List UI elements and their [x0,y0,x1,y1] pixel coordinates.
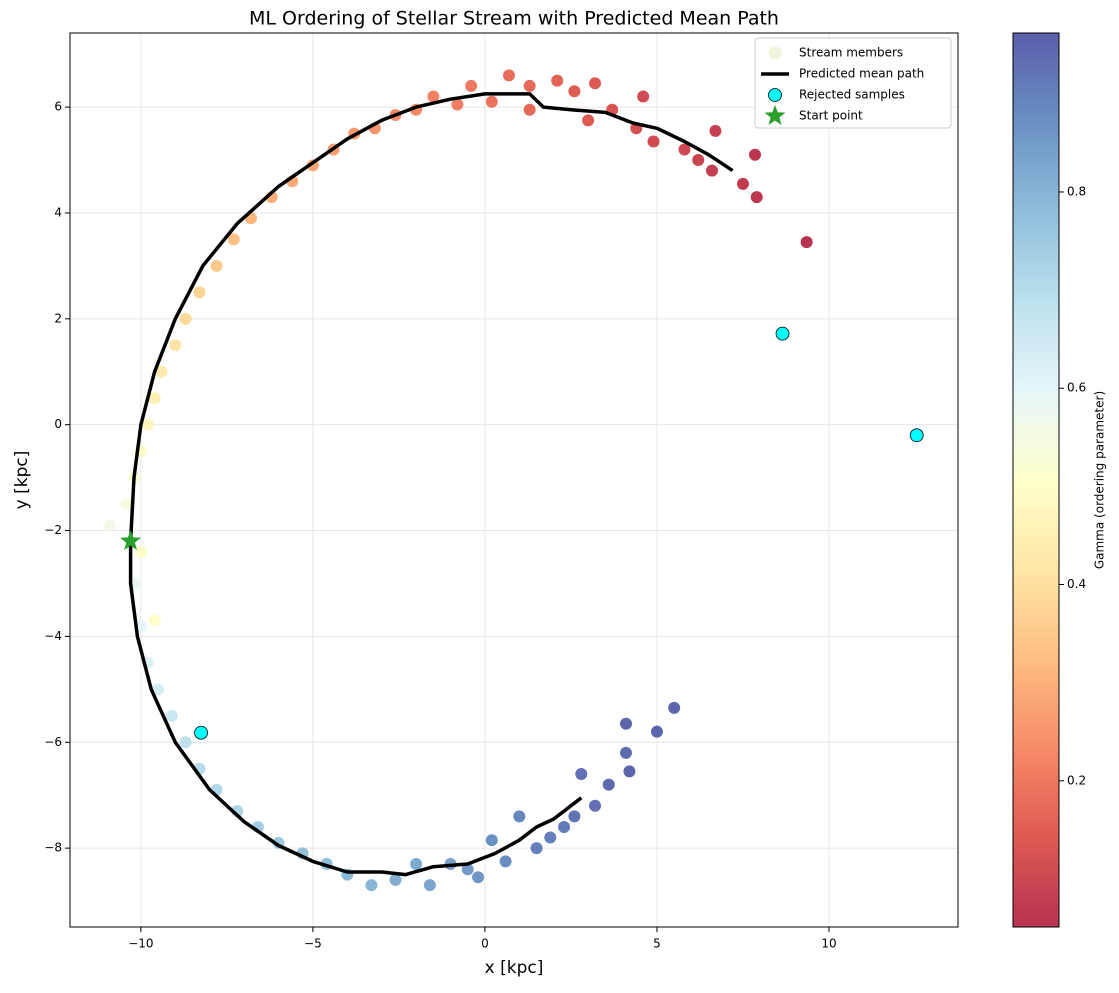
stream-point [503,69,516,82]
stream-point [461,863,474,876]
stream-point [736,177,749,190]
stream-point [750,191,763,204]
stream-point [709,124,722,137]
stream-point [155,365,168,378]
stream-point [602,778,615,791]
y-tick-label: −2 [44,523,62,537]
y-tick-label: 6 [54,100,62,114]
stream-point [389,873,402,886]
stream-point [210,259,223,272]
legend-label: Stream members [799,46,903,60]
x-tick-label: 10 [821,937,836,951]
stream-point [134,545,147,558]
stream-point [749,148,762,161]
legend-swatch [768,88,782,102]
stream-point [619,717,632,730]
stream-point [148,614,161,627]
stream-point [193,286,206,299]
rejected-point [194,725,208,740]
y-axis-label: y [kpc] [12,451,32,510]
stream-point [706,164,719,177]
stream-point [141,418,154,431]
y-tick-label: 2 [54,311,62,325]
stream-point [423,879,436,892]
stream-point [472,871,485,884]
plot-frame [69,32,959,928]
legend-label: Rejected samples [799,88,905,102]
x-tick-label: 5 [653,937,661,951]
legend-swatch [764,105,786,125]
stream-point [523,103,536,116]
y-tick-label: −6 [44,735,62,749]
stream-point [121,498,134,511]
stream-point [169,339,182,352]
start-point [120,530,141,550]
rejected-point [775,326,790,341]
stream-point [227,233,240,246]
x-tick-label: −5 [304,937,322,951]
x-tick-label: −10 [128,937,153,951]
legend-box [754,37,952,129]
stream-point [589,77,602,90]
y-tick-label: −8 [44,841,62,855]
stream-point [650,725,663,738]
colorbar-tick-label: 0.8 [1067,184,1086,198]
stream-point [465,79,478,92]
stream-point [148,392,161,405]
stream-point [523,79,536,92]
y-tick-label: 4 [54,205,62,219]
y-tick-label: 0 [54,417,62,431]
stream-point [568,85,581,98]
stream-point [623,765,636,778]
stream-point [427,90,440,103]
legend-label: Predicted mean path [799,67,924,81]
colorbar-tick-label: 0.2 [1067,773,1086,787]
x-tick-label: 0 [481,937,489,951]
stream-point [485,834,498,847]
x-axis-label: x [kpc] [485,958,544,978]
stream-point [589,799,602,812]
stream-point [152,683,165,696]
chart-title: ML Ordering of Stellar Stream with Predi… [249,8,779,30]
stream-point [551,74,564,87]
stream-point [365,879,378,892]
y-tick-label: −4 [44,629,62,643]
stream-point [668,701,681,714]
stream-point [179,312,192,325]
stream-point [637,90,650,103]
stream-point [165,709,178,722]
stream-point [499,855,512,868]
stream-point [582,114,595,127]
legend-label: Start point [799,109,863,123]
stream-point [179,736,192,749]
rejected-point [909,428,924,443]
colorbar-label: Gamma (ordering parameter) [1093,391,1107,569]
stream-point [800,236,813,249]
stream-point [678,143,691,156]
stream-point [451,98,464,111]
legend-swatch [768,46,782,60]
stream-point [568,810,581,823]
stream-point [513,810,526,823]
stream-point [485,95,498,108]
stream-point [575,768,588,781]
stream-point [530,842,543,855]
stream-point [647,135,660,148]
colorbar [1012,32,1060,928]
stream-point [558,820,571,833]
mean-path [128,92,734,877]
stream-point [103,519,116,532]
stream-point [544,831,557,844]
stream-point [692,154,705,167]
colorbar-tick-label: 0.4 [1067,577,1086,591]
colorbar-tick-label: 0.6 [1067,381,1086,395]
stream-point [619,746,632,759]
stream-point [410,858,423,871]
